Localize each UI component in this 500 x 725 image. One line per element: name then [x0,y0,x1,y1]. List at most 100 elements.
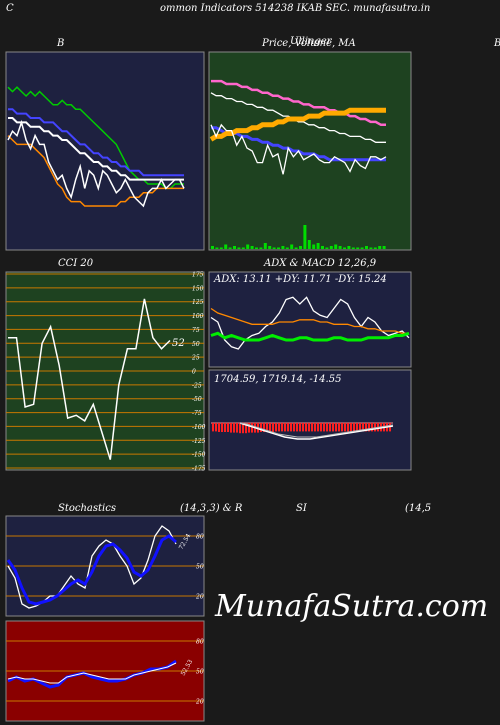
macd-hist-bar [356,423,358,432]
stoch-series-1 [6,534,177,606]
macd-hist-bar [275,423,277,432]
adx-series-0 [210,296,410,350]
volume-bar [347,246,351,249]
cci-tick-label: 150 [192,285,204,292]
price-series-1 [211,79,386,127]
macd-hist-bar [224,423,226,432]
volume-bar [307,240,311,249]
price-series-4 [210,123,387,175]
macd-hist-bar [314,423,316,432]
volume-bar [272,247,276,249]
volume-bar [255,247,258,249]
macd-hist-bar [296,423,298,432]
price-panel-title-overlay: Ullinger [290,36,332,47]
volume-bar [233,246,236,249]
cci-tick-label: -175 [192,466,206,473]
cci-tick-label: -150 [192,452,206,459]
macd-hist-bar [302,423,304,432]
macd-hist-bar [350,423,352,432]
volume-bar [325,247,329,249]
macd-hist-bar [212,423,214,432]
macd-hist-bar [284,423,286,432]
price-panel-right-edge: B [494,38,500,49]
volume-bar [382,246,386,249]
macd-hist-bar [326,423,328,432]
volume-bar [263,243,267,249]
macd-hist-bar [374,423,376,432]
volume-bar [294,247,298,249]
stoch-title-si: SI [296,503,307,514]
cci-tick-label: -50 [192,396,202,403]
macd-hist-bar [365,423,367,432]
macd-hist-bar [287,423,289,432]
volume-bar [373,247,377,249]
macd-hist-bar [245,423,247,434]
cci-tick-label: 25 [191,355,200,362]
volume-bar [360,247,364,249]
macd-hist-bar [353,423,355,432]
bb-panel [5,51,205,251]
volume-bar [241,247,245,249]
volume-bar [334,244,338,249]
price-series-0 [210,92,386,143]
cci-tick-label: 50 [192,341,200,348]
macd-hist-bar [320,423,322,432]
macd-hist-bar [236,423,238,433]
volume-bar [303,225,307,249]
macd-hist-bar [332,423,334,432]
volume-bar [369,247,373,249]
volume-bar [343,247,346,249]
volume-bar [290,244,294,249]
macd-hist-bar [272,423,274,432]
macd-hist-bar [269,423,271,432]
stoch-title-right: (14,5 [405,503,432,514]
volume-bar [219,247,223,249]
macd-hist-bar [233,423,235,433]
bollinger-series-2 [8,117,184,181]
volume-bar [224,244,228,249]
volume-bar [211,246,214,249]
volume-bar [321,246,324,249]
bollinger-series-4 [7,119,185,208]
macd-hist-bar [311,423,313,432]
cci-tick-label: -75 [192,410,202,417]
macd-hist-bar [227,423,229,432]
cci-tick-label: 125 [192,299,204,306]
adx-series-2 [210,331,410,342]
macd-hist-bar [347,423,349,432]
rsi-tick-label: 80 [196,639,204,646]
volume-bar [277,247,280,249]
volume-bar [329,246,333,249]
bollinger-series-0 [7,86,184,190]
macd-hist-bar [215,423,217,432]
cci-tick-label: 100 [192,313,204,320]
macd-hist-bar [341,423,343,432]
cci-tick-label: 0 [192,369,196,376]
cci-tick-label: -25 [192,382,202,389]
macd-hist-bar [371,423,373,432]
volume-bar [338,246,342,249]
macd-hist-bar [263,423,265,432]
adx-values: ADX: 13.11 +DY: 11.71 -DY: 15.24 [214,274,387,285]
page-title: ommon Indicators 514238 IKAB SEC. munafa… [160,3,431,14]
macd-hist-bar [281,423,283,432]
volume-bar [356,247,360,249]
macd-hist-bar [359,423,361,432]
volume-bar [250,246,254,249]
rsi-series-1 [7,662,177,684]
macd-hist-bar [260,423,262,432]
macd-signal-line-1 [239,422,394,438]
macd-hist-bar [368,423,370,432]
volume-bar [316,243,320,249]
macd-panel [208,369,412,471]
bollinger-series-3 [7,135,184,207]
macd-hist-bar [248,423,250,433]
volume-bar [365,246,368,249]
macd-line-0 [239,422,394,440]
macd-hist-bar [221,423,223,432]
price-panel-title: Price, Volume, MA [262,38,356,49]
macd-hist-bar [293,423,295,432]
price-panel [208,51,412,251]
macd-hist-bar [266,423,268,432]
